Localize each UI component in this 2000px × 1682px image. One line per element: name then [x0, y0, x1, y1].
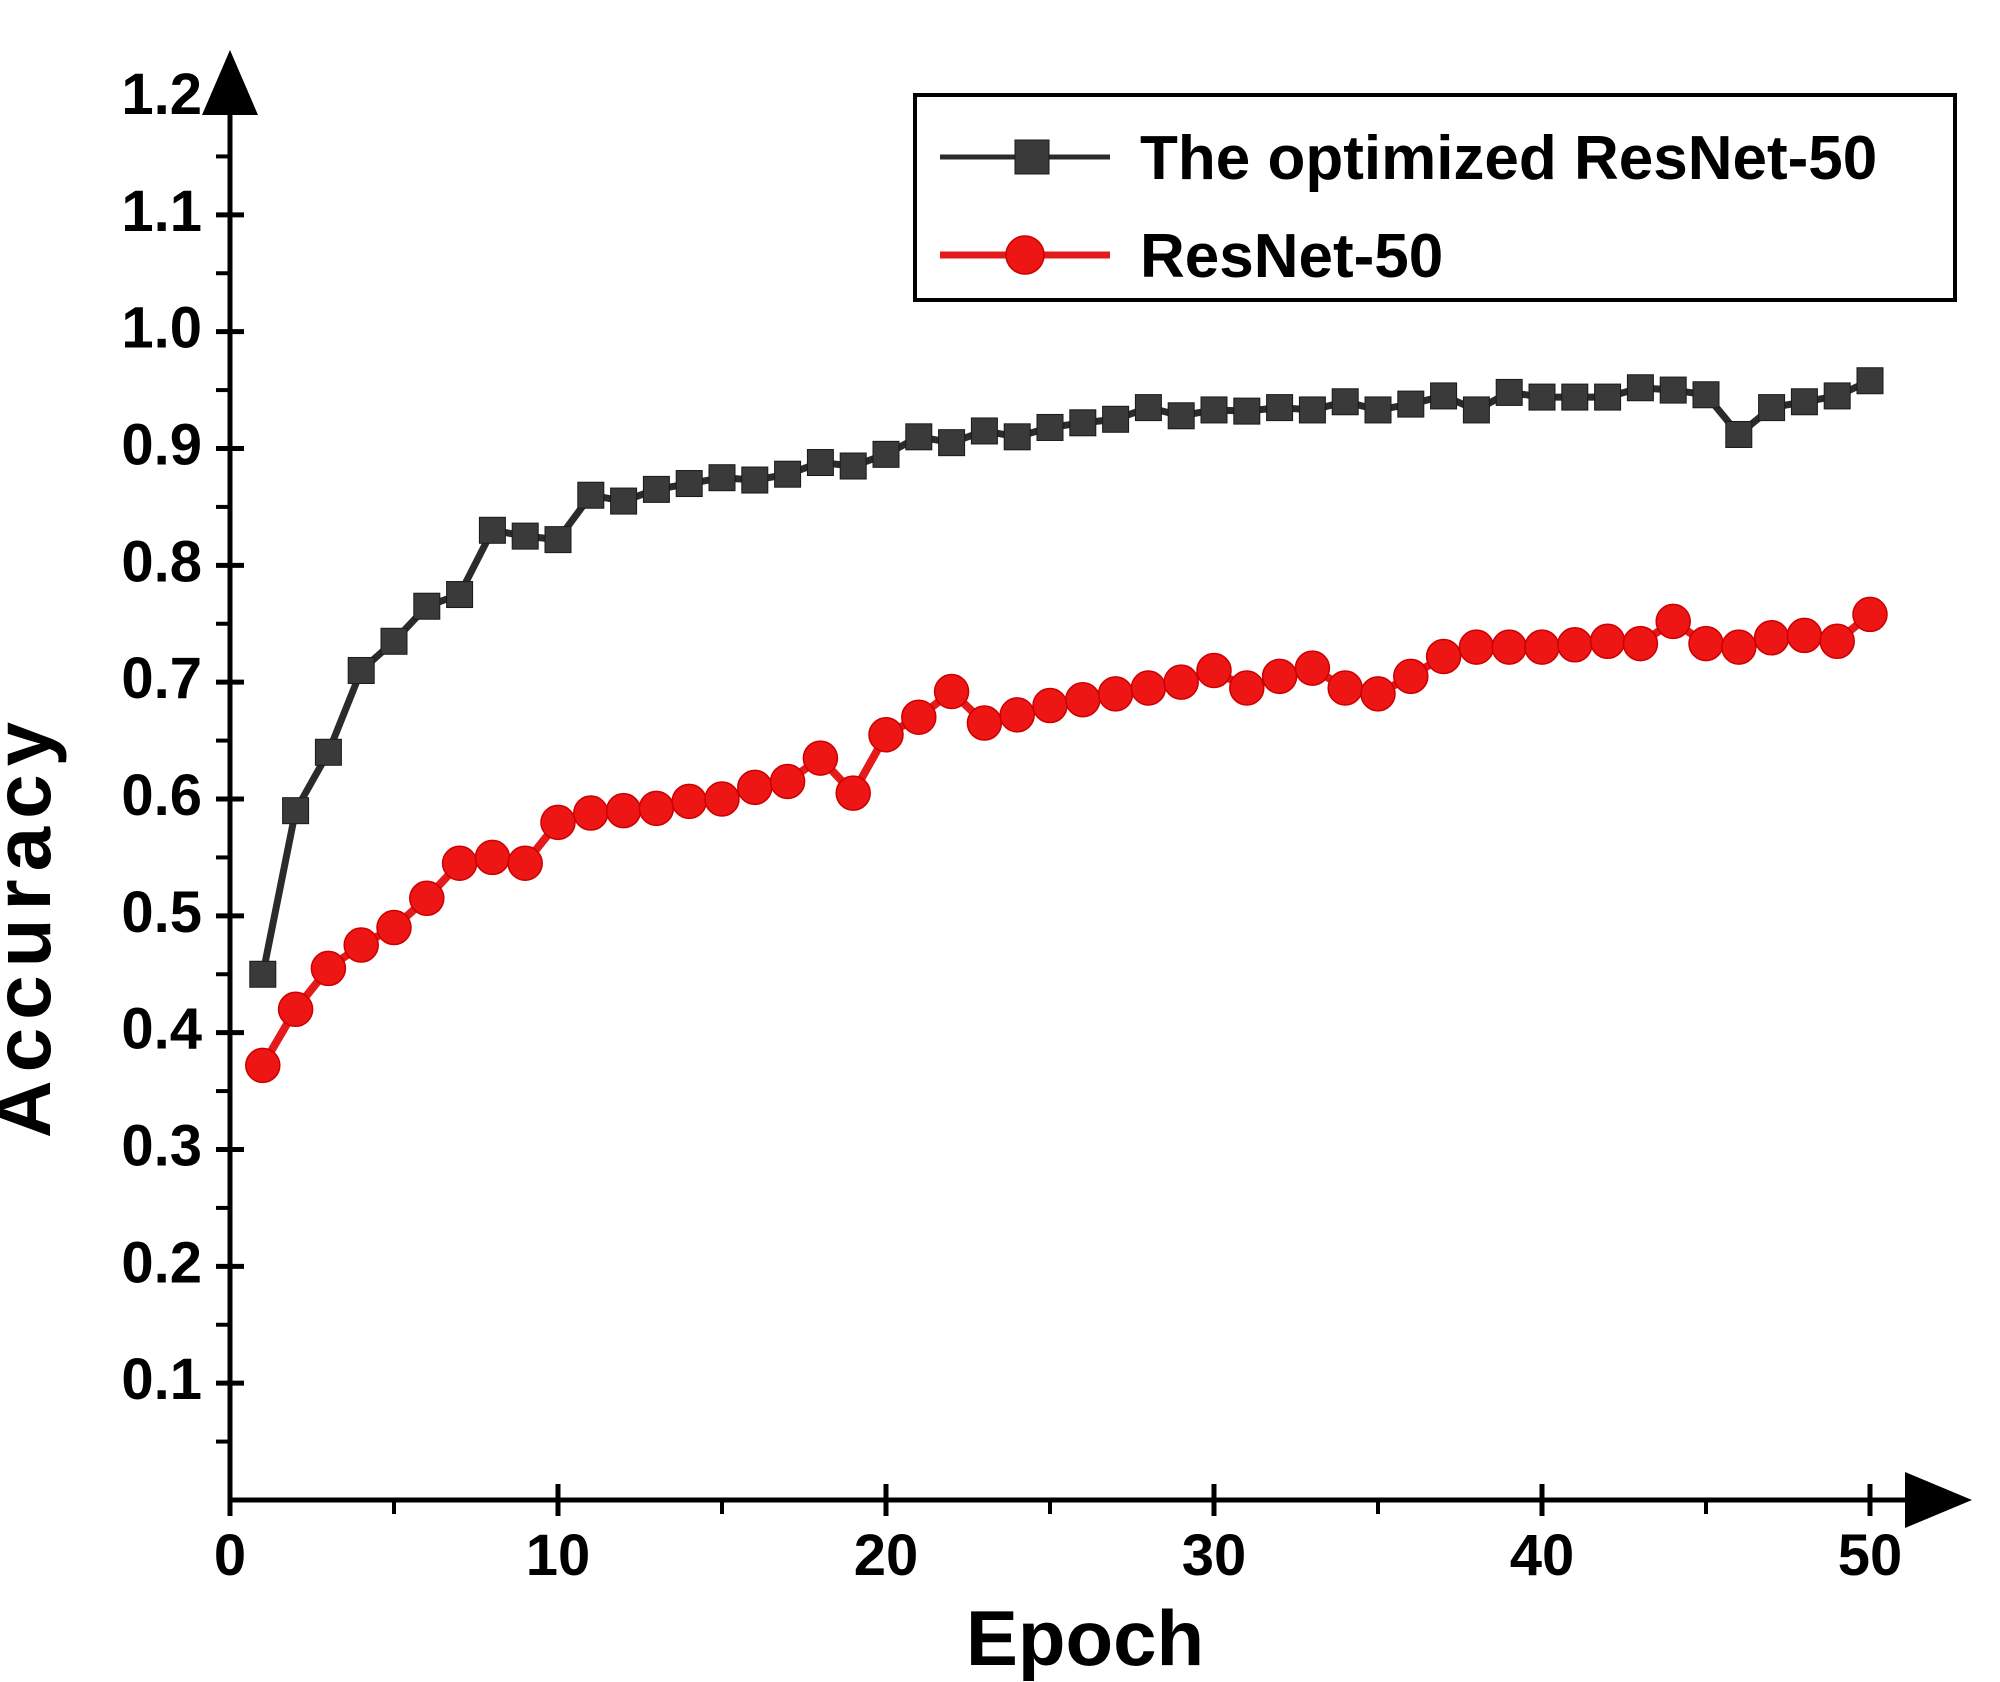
- svg-text:0: 0: [214, 1523, 246, 1588]
- svg-text:0.1: 0.1: [121, 1347, 202, 1412]
- svg-text:The optimized ResNet-50: The optimized ResNet-50: [1140, 124, 1877, 193]
- svg-text:Accuracy: Accuracy: [0, 714, 67, 1138]
- svg-text:0.2: 0.2: [121, 1230, 202, 1295]
- svg-text:0.6: 0.6: [121, 763, 202, 828]
- svg-text:ResNet-50: ResNet-50: [1140, 222, 1443, 291]
- svg-text:50: 50: [1838, 1523, 1903, 1588]
- svg-text:10: 10: [526, 1523, 591, 1588]
- svg-text:Epoch: Epoch: [966, 1594, 1204, 1682]
- svg-text:40: 40: [1510, 1523, 1575, 1588]
- svg-text:20: 20: [854, 1523, 919, 1588]
- svg-text:0.8: 0.8: [121, 529, 202, 594]
- svg-text:0.9: 0.9: [121, 413, 202, 478]
- svg-text:0.3: 0.3: [121, 1114, 202, 1179]
- svg-text:1.0: 1.0: [121, 296, 202, 361]
- svg-text:1.1: 1.1: [121, 179, 202, 244]
- svg-text:1.2: 1.2: [121, 62, 202, 127]
- svg-text:0.7: 0.7: [121, 646, 202, 711]
- svg-text:30: 30: [1182, 1523, 1247, 1588]
- svg-text:0.4: 0.4: [121, 997, 202, 1062]
- svg-text:0.5: 0.5: [121, 880, 202, 945]
